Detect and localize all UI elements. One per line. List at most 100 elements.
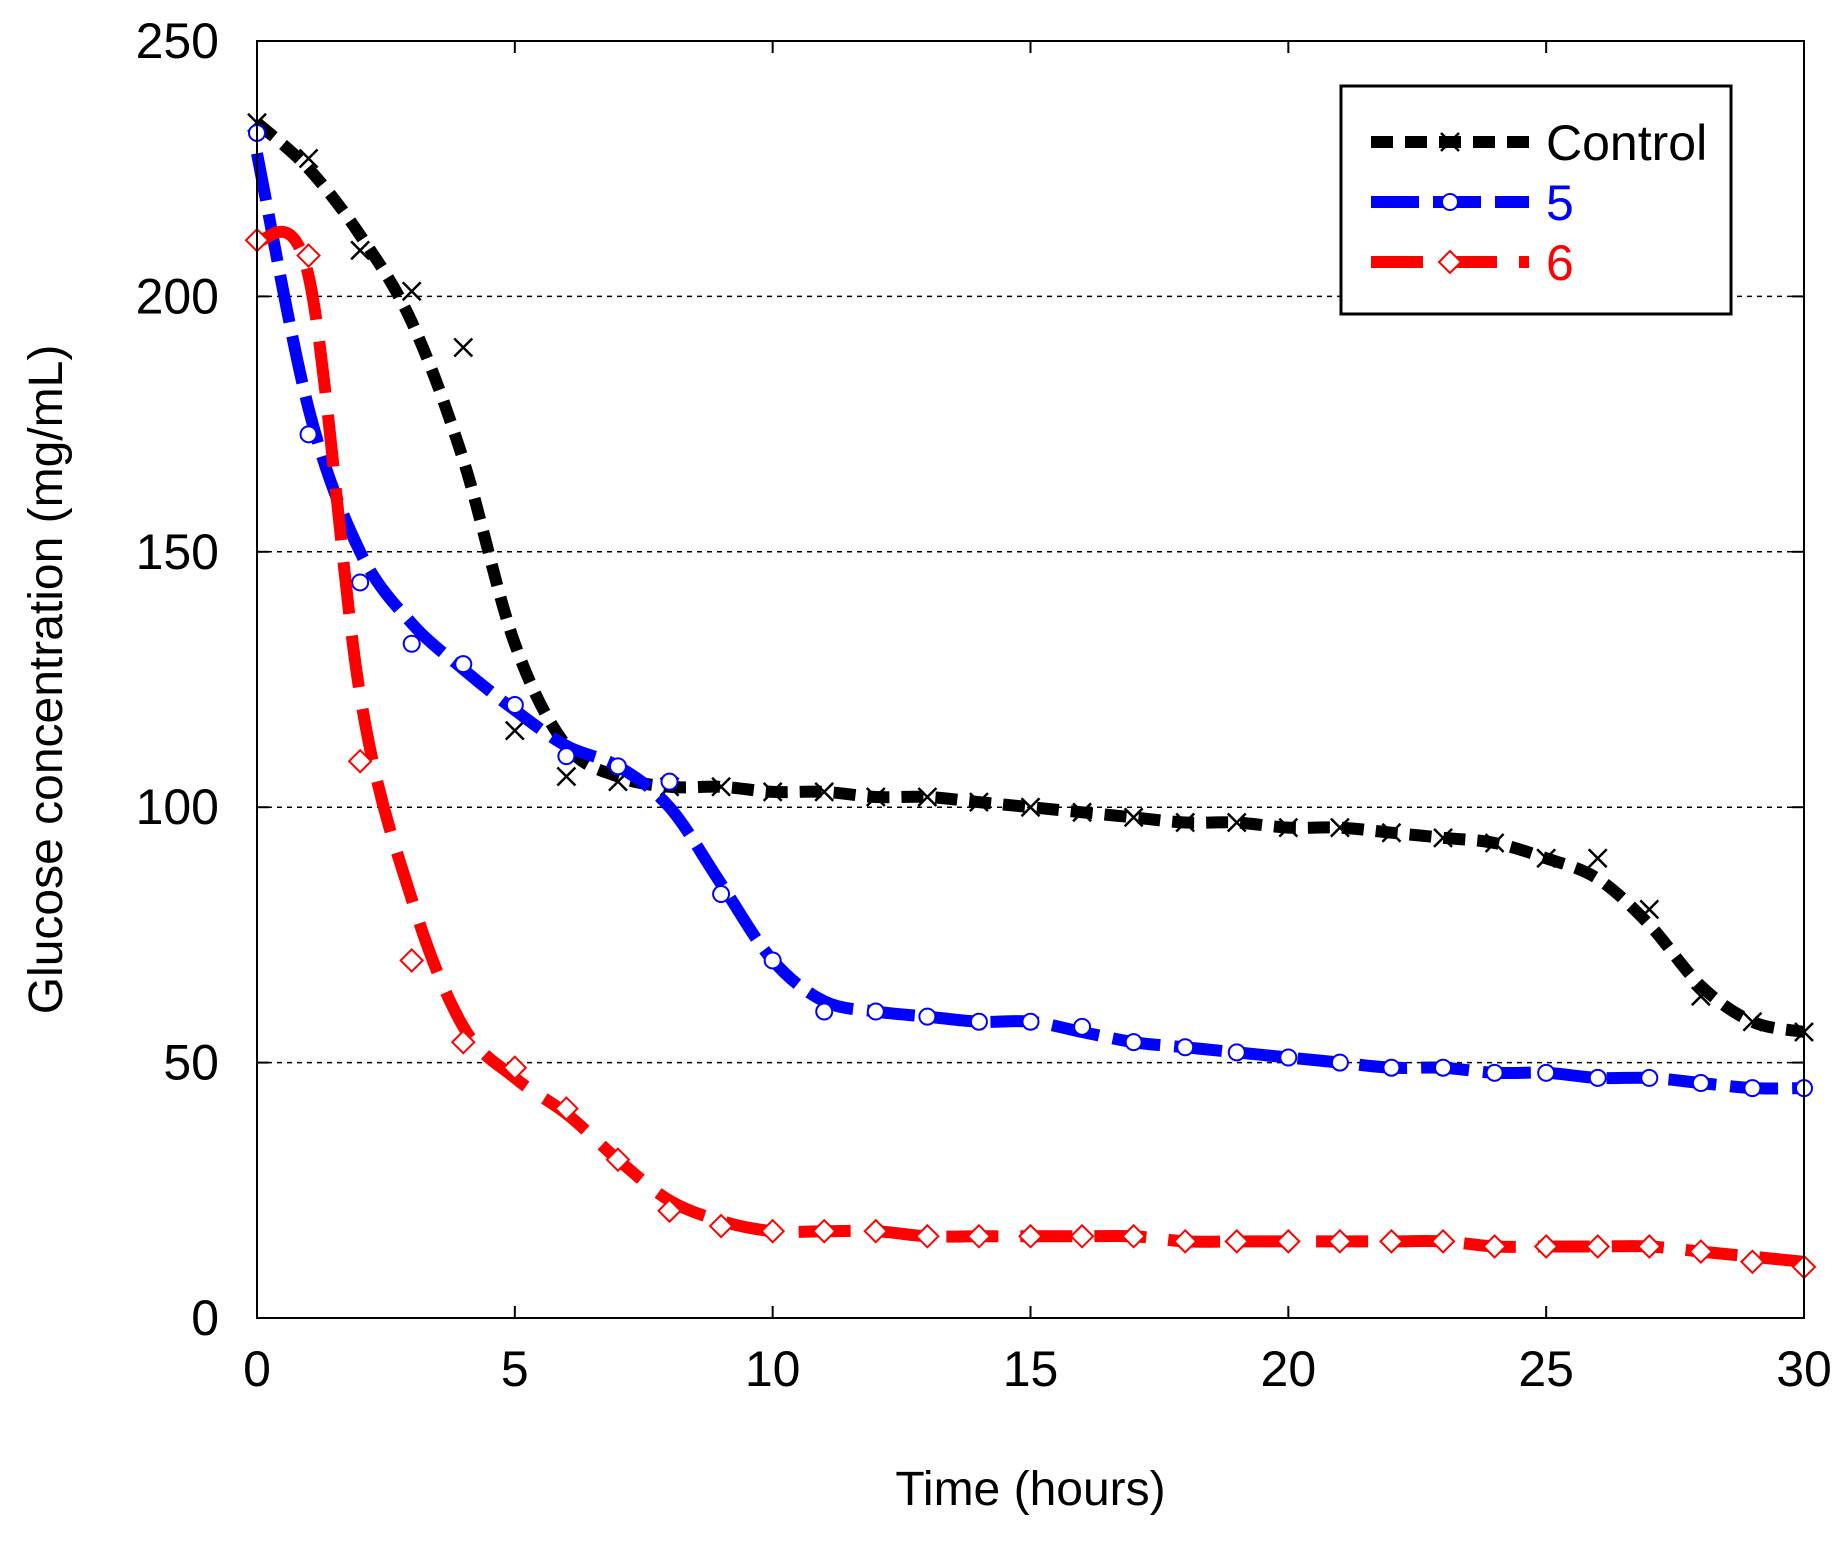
series-6 bbox=[244, 225, 1817, 1280]
data-point bbox=[1382, 1058, 1401, 1077]
x-tick-label: 15 bbox=[1003, 1341, 1059, 1397]
series-5 bbox=[248, 123, 1813, 1098]
data-point bbox=[711, 776, 731, 797]
data-point bbox=[966, 1223, 992, 1249]
data-point bbox=[657, 1198, 682, 1224]
data-point bbox=[762, 781, 783, 802]
data-point bbox=[553, 1096, 579, 1121]
data-point bbox=[605, 1147, 631, 1173]
ticks: 0 5 10 15 20 25 30 0 50 100 150 200 250 bbox=[136, 13, 1832, 1397]
y-tick-label: 100 bbox=[136, 779, 219, 835]
data-point bbox=[917, 787, 938, 807]
data-point bbox=[1688, 1239, 1714, 1265]
data-point bbox=[1485, 1063, 1504, 1082]
x-tick-label: 5 bbox=[501, 1341, 529, 1397]
data-point bbox=[350, 240, 371, 261]
data-point bbox=[1381, 822, 1402, 843]
grid bbox=[257, 295, 1804, 1064]
data-point bbox=[1073, 1017, 1092, 1036]
x-tick-label: 20 bbox=[1261, 1341, 1317, 1397]
data-point bbox=[1330, 817, 1350, 838]
x-tick-label: 25 bbox=[1518, 1341, 1574, 1397]
data-point bbox=[1121, 1223, 1147, 1249]
data-point bbox=[1330, 1053, 1349, 1072]
data-point bbox=[1484, 833, 1505, 853]
y-tick-label: 200 bbox=[136, 268, 219, 324]
data-point bbox=[1690, 986, 1711, 1007]
data-point bbox=[660, 772, 679, 791]
data-point bbox=[351, 573, 370, 592]
data-point bbox=[1275, 1228, 1301, 1254]
data-point bbox=[296, 243, 321, 268]
data-point bbox=[1585, 1234, 1611, 1259]
y-axis-title: Glucose concentration (mg/mL) bbox=[20, 345, 73, 1015]
legend-item: 5 bbox=[1371, 175, 1574, 231]
data-point bbox=[1691, 1074, 1710, 1093]
data-point bbox=[502, 1055, 528, 1081]
legend-marker bbox=[1437, 249, 1463, 275]
data-point bbox=[347, 748, 373, 774]
data-point bbox=[763, 951, 782, 970]
series-control bbox=[247, 112, 1814, 1042]
data-point bbox=[1226, 812, 1247, 833]
data-point bbox=[1537, 1063, 1556, 1082]
legend-label: 6 bbox=[1546, 235, 1574, 291]
data-point bbox=[1227, 1043, 1246, 1062]
x-tick-label: 30 bbox=[1776, 1341, 1832, 1397]
x-axis-title: Time (hours) bbox=[895, 1463, 1165, 1516]
data-point bbox=[1536, 848, 1557, 869]
series-line bbox=[253, 225, 1805, 1268]
legend-label: Control bbox=[1546, 115, 1707, 171]
legend-label: 5 bbox=[1546, 175, 1574, 231]
data-point bbox=[914, 1223, 940, 1249]
series-layer bbox=[244, 112, 1817, 1280]
legend-marker bbox=[1441, 193, 1459, 211]
data-point bbox=[454, 655, 473, 674]
data-point bbox=[1018, 1223, 1043, 1249]
data-point bbox=[1124, 1033, 1143, 1052]
data-point bbox=[815, 1002, 834, 1021]
data-point bbox=[1482, 1234, 1508, 1259]
data-point bbox=[1279, 1048, 1298, 1067]
data-point bbox=[1176, 1038, 1195, 1057]
data-point bbox=[399, 948, 425, 973]
data-point bbox=[1175, 812, 1196, 833]
data-point bbox=[865, 787, 886, 807]
data-point bbox=[863, 1218, 889, 1244]
data-point bbox=[1020, 797, 1041, 818]
data-point bbox=[1743, 1079, 1762, 1098]
data-point bbox=[1742, 1011, 1763, 1032]
data-point bbox=[1123, 807, 1144, 828]
data-point bbox=[1588, 1068, 1607, 1087]
data-point bbox=[918, 1007, 937, 1026]
data-point bbox=[453, 337, 474, 358]
data-point bbox=[504, 720, 525, 741]
data-point bbox=[608, 757, 627, 776]
data-point bbox=[1224, 1228, 1250, 1254]
data-point bbox=[505, 696, 524, 715]
data-point bbox=[450, 1029, 476, 1055]
data-point bbox=[712, 885, 731, 904]
legend-item: Control bbox=[1371, 115, 1707, 171]
data-point bbox=[1021, 1012, 1040, 1031]
data-point bbox=[1433, 827, 1453, 848]
data-point bbox=[1636, 1234, 1662, 1259]
y-tick-label: 50 bbox=[163, 1035, 219, 1091]
data-point bbox=[299, 425, 318, 444]
x-tick-label: 10 bbox=[745, 1341, 801, 1397]
data-point bbox=[708, 1213, 734, 1239]
data-point bbox=[811, 1218, 837, 1244]
data-point bbox=[557, 747, 576, 766]
legend-marker bbox=[1440, 132, 1460, 152]
data-point bbox=[298, 148, 319, 169]
y-tick-label: 150 bbox=[136, 524, 219, 580]
data-point bbox=[1069, 1223, 1095, 1249]
x-tick-label: 0 bbox=[243, 1341, 271, 1397]
y-tick-label: 250 bbox=[136, 13, 219, 69]
y-tick-label: 0 bbox=[191, 1290, 219, 1346]
data-point bbox=[401, 281, 422, 302]
data-point bbox=[1379, 1228, 1404, 1254]
data-point bbox=[1278, 817, 1299, 838]
